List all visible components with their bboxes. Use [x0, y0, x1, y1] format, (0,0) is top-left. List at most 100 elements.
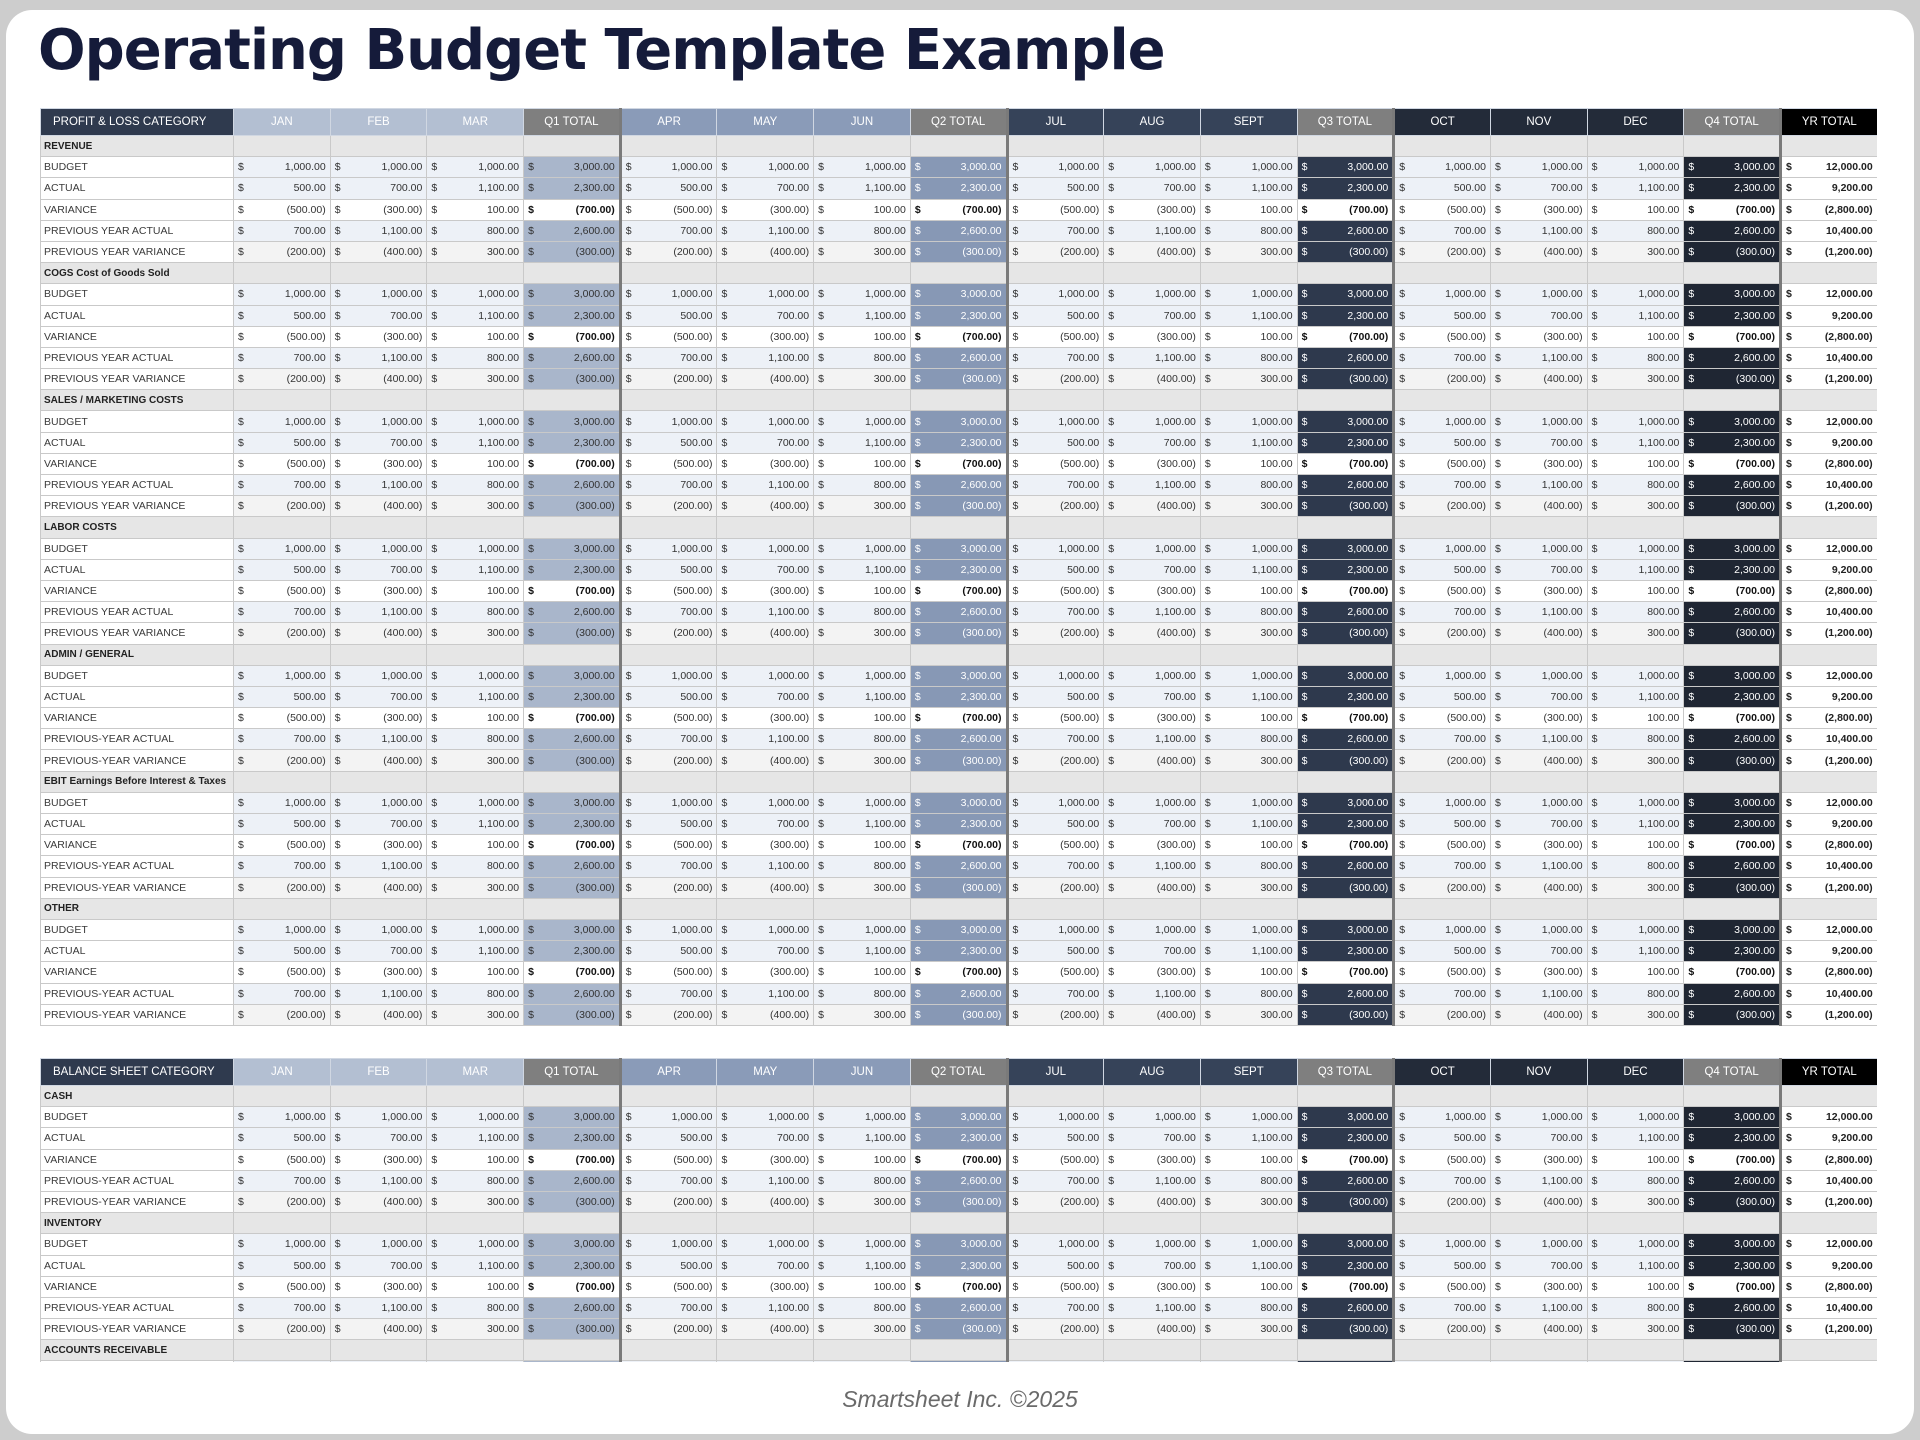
- value-cell[interactable]: $1,100.00: [1586, 1127, 1685, 1150]
- value-cell[interactable]: $ (200.00): [233, 495, 331, 518]
- value-cell[interactable]: $1,000.00: [1393, 1233, 1491, 1256]
- value-cell[interactable]: $700.00: [233, 855, 331, 878]
- value-cell[interactable]: $300.00: [1199, 495, 1298, 518]
- value-cell[interactable]: $700.00: [233, 346, 331, 370]
- value-cell[interactable]: $ (1,200.00): [1780, 368, 1877, 391]
- value-cell[interactable]: $700.00: [1393, 473, 1491, 497]
- value-cell[interactable]: $1,000.00: [619, 1106, 718, 1129]
- value-cell[interactable]: $ (400.00): [1489, 749, 1588, 772]
- value-cell[interactable]: $1,100.00: [813, 177, 911, 200]
- value-cell[interactable]: $1,000.00: [1393, 410, 1491, 433]
- value-cell[interactable]: $300.00: [813, 622, 911, 645]
- value-cell[interactable]: $ (400.00): [716, 1190, 815, 1214]
- column-header-jun[interactable]: JUN: [813, 108, 911, 136]
- value-cell[interactable]: $300.00: [426, 1190, 525, 1214]
- value-cell[interactable]: [523, 1360, 622, 1362]
- value-cell[interactable]: $1,000.00: [1586, 1106, 1685, 1129]
- value-cell[interactable]: $700.00: [716, 558, 815, 581]
- value-cell[interactable]: $2,300.00: [1683, 1127, 1782, 1150]
- value-cell[interactable]: $ (2,800.00): [1780, 452, 1877, 476]
- value-cell[interactable]: $1,100.00: [1103, 346, 1201, 370]
- value-cell[interactable]: $3,000.00: [523, 283, 622, 306]
- value-cell[interactable]: $700.00: [619, 855, 718, 878]
- value-cell[interactable]: $700.00: [329, 940, 428, 963]
- value-cell[interactable]: $ (2,800.00): [1780, 325, 1877, 348]
- value-cell[interactable]: $500.00: [1393, 812, 1491, 836]
- value-cell[interactable]: $1,100.00: [1199, 1127, 1298, 1150]
- value-cell[interactable]: $ (300.00): [1296, 749, 1396, 772]
- value-cell[interactable]: [1489, 1360, 1588, 1362]
- value-cell[interactable]: $ (400.00): [1489, 1190, 1588, 1214]
- value-cell[interactable]: $ (200.00): [233, 749, 331, 772]
- value-cell[interactable]: $ (200.00): [619, 1318, 718, 1341]
- value-cell[interactable]: $700.00: [233, 982, 331, 1005]
- value-cell[interactable]: $300.00: [1586, 368, 1685, 391]
- value-cell[interactable]: $ (2,800.00): [1780, 1275, 1877, 1298]
- value-cell[interactable]: $2,300.00: [909, 812, 1009, 836]
- value-cell[interactable]: $700.00: [619, 728, 718, 751]
- value-cell[interactable]: [329, 1360, 428, 1362]
- value-cell[interactable]: $800.00: [1586, 473, 1685, 497]
- value-cell[interactable]: $100.00: [426, 834, 525, 857]
- value-cell[interactable]: $ (200.00): [1393, 749, 1491, 772]
- value-cell[interactable]: $ (200.00): [1393, 1003, 1491, 1026]
- value-cell[interactable]: $1,100.00: [1199, 940, 1298, 963]
- value-cell[interactable]: $ (300.00): [1489, 1275, 1588, 1298]
- value-cell[interactable]: $700.00: [619, 346, 718, 370]
- value-cell[interactable]: $3,000.00: [1296, 918, 1396, 942]
- value-cell[interactable]: $2,600.00: [1296, 346, 1396, 370]
- value-cell[interactable]: $800.00: [426, 346, 525, 370]
- value-cell[interactable]: $300.00: [1586, 622, 1685, 645]
- value-cell[interactable]: $1,000.00: [716, 664, 815, 687]
- value-cell[interactable]: $1,100.00: [329, 855, 428, 878]
- column-header-sept[interactable]: SEPT: [1199, 1058, 1298, 1086]
- value-cell[interactable]: $1,000.00: [619, 283, 718, 306]
- value-cell[interactable]: $ (300.00): [716, 579, 815, 603]
- value-cell[interactable]: $ (700.00): [909, 325, 1009, 348]
- value-cell[interactable]: $500.00: [233, 431, 331, 454]
- value-cell[interactable]: $500.00: [1006, 1127, 1105, 1150]
- value-cell[interactable]: $ (500.00): [1393, 452, 1491, 476]
- column-header-mar[interactable]: MAR: [426, 108, 525, 136]
- value-cell[interactable]: $1,000.00: [1489, 156, 1588, 179]
- value-cell[interactable]: $1,000.00: [1199, 537, 1298, 560]
- value-cell[interactable]: $2,600.00: [909, 982, 1009, 1005]
- value-cell[interactable]: $700.00: [716, 1127, 815, 1150]
- value-cell[interactable]: [1586, 1360, 1685, 1362]
- value-cell[interactable]: $ (400.00): [329, 1318, 428, 1341]
- value-cell[interactable]: $ (300.00): [1296, 1190, 1396, 1214]
- value-cell[interactable]: $700.00: [329, 685, 428, 709]
- value-cell[interactable]: $ (200.00): [1006, 240, 1105, 264]
- value-cell[interactable]: $10,400.00: [1780, 601, 1877, 624]
- value-cell[interactable]: $ (300.00): [909, 368, 1009, 391]
- value-cell[interactable]: $2,600.00: [523, 473, 622, 497]
- value-cell[interactable]: [1199, 1360, 1298, 1362]
- value-cell[interactable]: $ (300.00): [716, 961, 815, 984]
- value-cell[interactable]: $10,400.00: [1780, 1169, 1877, 1192]
- value-cell[interactable]: $ (300.00): [523, 749, 622, 772]
- value-cell[interactable]: $ (300.00): [909, 1318, 1009, 1341]
- value-cell[interactable]: $ (400.00): [329, 368, 428, 391]
- value-cell[interactable]: $ (300.00): [329, 1275, 428, 1298]
- value-cell[interactable]: $1,000.00: [1006, 918, 1105, 942]
- value-cell[interactable]: $1,000.00: [1586, 537, 1685, 560]
- value-cell[interactable]: $ (200.00): [1393, 240, 1491, 264]
- value-cell[interactable]: $ (300.00): [1489, 1148, 1588, 1171]
- value-cell[interactable]: $800.00: [1199, 982, 1298, 1005]
- value-cell[interactable]: $2,600.00: [523, 982, 622, 1005]
- value-cell[interactable]: $1,000.00: [1199, 1233, 1298, 1256]
- value-cell[interactable]: $700.00: [1006, 855, 1105, 878]
- value-cell[interactable]: $3,000.00: [523, 1106, 622, 1129]
- value-cell[interactable]: $ (300.00): [1683, 1003, 1782, 1026]
- value-cell[interactable]: $100.00: [1586, 579, 1685, 603]
- value-cell[interactable]: $ (400.00): [1489, 1318, 1588, 1341]
- value-cell[interactable]: $ (300.00): [716, 707, 815, 730]
- value-cell[interactable]: $1,100.00: [716, 1169, 815, 1192]
- value-cell[interactable]: $ (400.00): [329, 622, 428, 645]
- value-cell[interactable]: $ (700.00): [523, 452, 622, 476]
- value-cell[interactable]: $2,600.00: [909, 601, 1009, 624]
- value-cell[interactable]: $300.00: [813, 1190, 911, 1214]
- value-cell[interactable]: $1,000.00: [1489, 537, 1588, 560]
- value-cell[interactable]: $300.00: [813, 495, 911, 518]
- value-cell[interactable]: $10,400.00: [1780, 728, 1877, 751]
